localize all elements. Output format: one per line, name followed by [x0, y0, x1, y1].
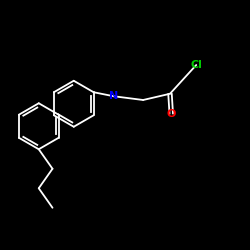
Text: Cl: Cl: [190, 60, 202, 70]
Text: O: O: [166, 109, 176, 119]
Text: N: N: [109, 91, 118, 101]
